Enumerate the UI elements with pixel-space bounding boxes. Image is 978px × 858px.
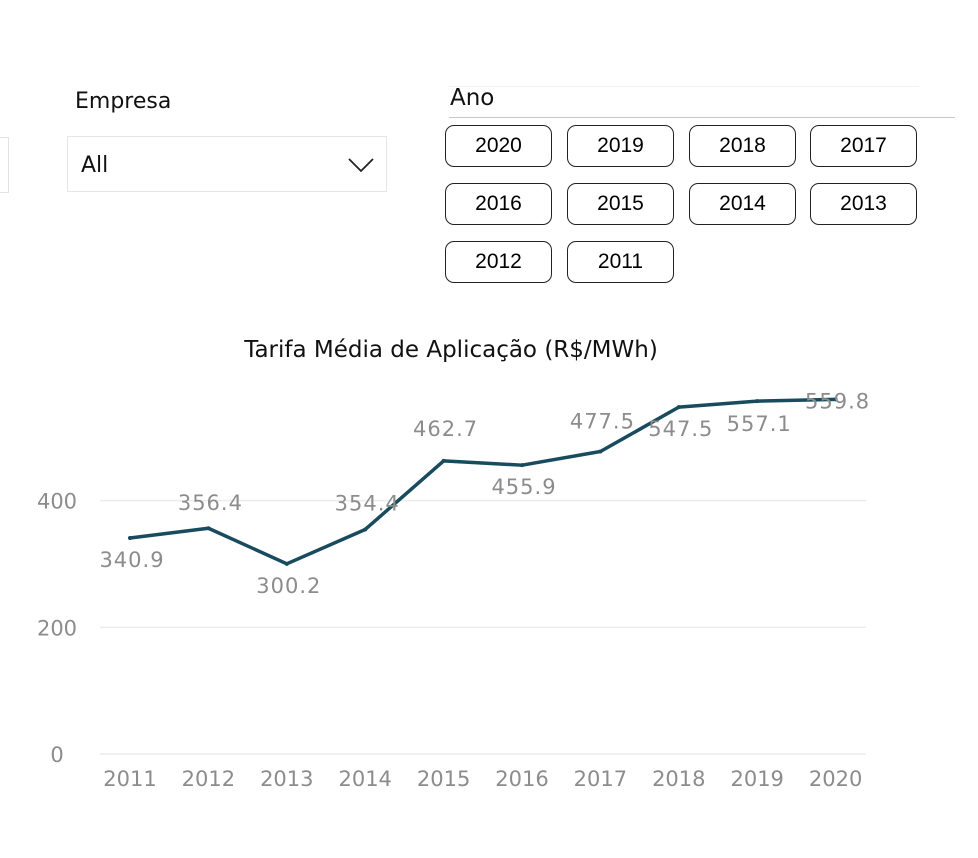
data-point [676, 405, 681, 410]
adjacent-slicer-edge [0, 137, 9, 193]
data-label: 340.9 [99, 548, 164, 572]
year-button-2016[interactable]: 2016 [445, 183, 552, 225]
data-point [206, 526, 211, 531]
chart-title: Tarifa Média de Aplicação (R$/MWh) [244, 337, 658, 363]
data-label: 557.1 [727, 412, 792, 436]
data-label: 477.5 [570, 410, 635, 434]
year-button-2018[interactable]: 2018 [689, 125, 796, 167]
data-point [598, 449, 603, 454]
y-tick-label: 200 [37, 616, 77, 640]
year-button-2015[interactable]: 2015 [567, 183, 674, 225]
data-label: 300.2 [256, 574, 321, 598]
data-label: 559.8 [805, 389, 870, 413]
x-tick-label: 2014 [338, 767, 391, 791]
y-tick-label: 0 [50, 743, 63, 767]
data-label: 354.4 [335, 491, 400, 515]
data-point [833, 397, 838, 402]
data-point [755, 399, 760, 404]
data-label: 547.5 [648, 417, 713, 441]
x-tick-label: 2011 [103, 767, 156, 791]
year-button-2014[interactable]: 2014 [689, 183, 796, 225]
ano-label: Ano [450, 85, 495, 111]
x-tick-label: 2017 [574, 767, 627, 791]
x-tick-label: 2018 [652, 767, 705, 791]
chevron-down-icon [348, 158, 374, 173]
year-button-2020[interactable]: 2020 [445, 125, 552, 167]
data-point [441, 458, 446, 463]
x-tick-label: 2019 [730, 767, 783, 791]
ano-header-underline [449, 117, 955, 118]
data-point [128, 536, 132, 541]
data-label: 455.9 [491, 475, 556, 499]
y-tick-label: 400 [37, 490, 77, 514]
year-button-2019[interactable]: 2019 [567, 125, 674, 167]
data-label: 462.7 [413, 417, 478, 441]
x-tick-label: 2016 [495, 767, 548, 791]
data-point [363, 527, 368, 532]
ano-header-top-border [449, 86, 919, 87]
empresa-selected-value: All [81, 153, 109, 178]
empresa-label: Empresa [75, 89, 172, 114]
data-label: 356.4 [178, 491, 243, 515]
empresa-dropdown[interactable]: All [67, 136, 387, 192]
data-point [520, 463, 524, 468]
x-tick-label: 2020 [809, 767, 862, 791]
x-tick-label: 2013 [260, 767, 313, 791]
series-line [128, 397, 838, 566]
x-tick-label: 2012 [182, 767, 235, 791]
year-button-2013[interactable]: 2013 [810, 183, 917, 225]
year-button-2017[interactable]: 2017 [810, 125, 917, 167]
year-button-2011[interactable]: 2011 [567, 241, 674, 283]
year-button-2012[interactable]: 2012 [445, 241, 552, 283]
data-point [284, 561, 289, 566]
x-tick-label: 2015 [417, 767, 470, 791]
